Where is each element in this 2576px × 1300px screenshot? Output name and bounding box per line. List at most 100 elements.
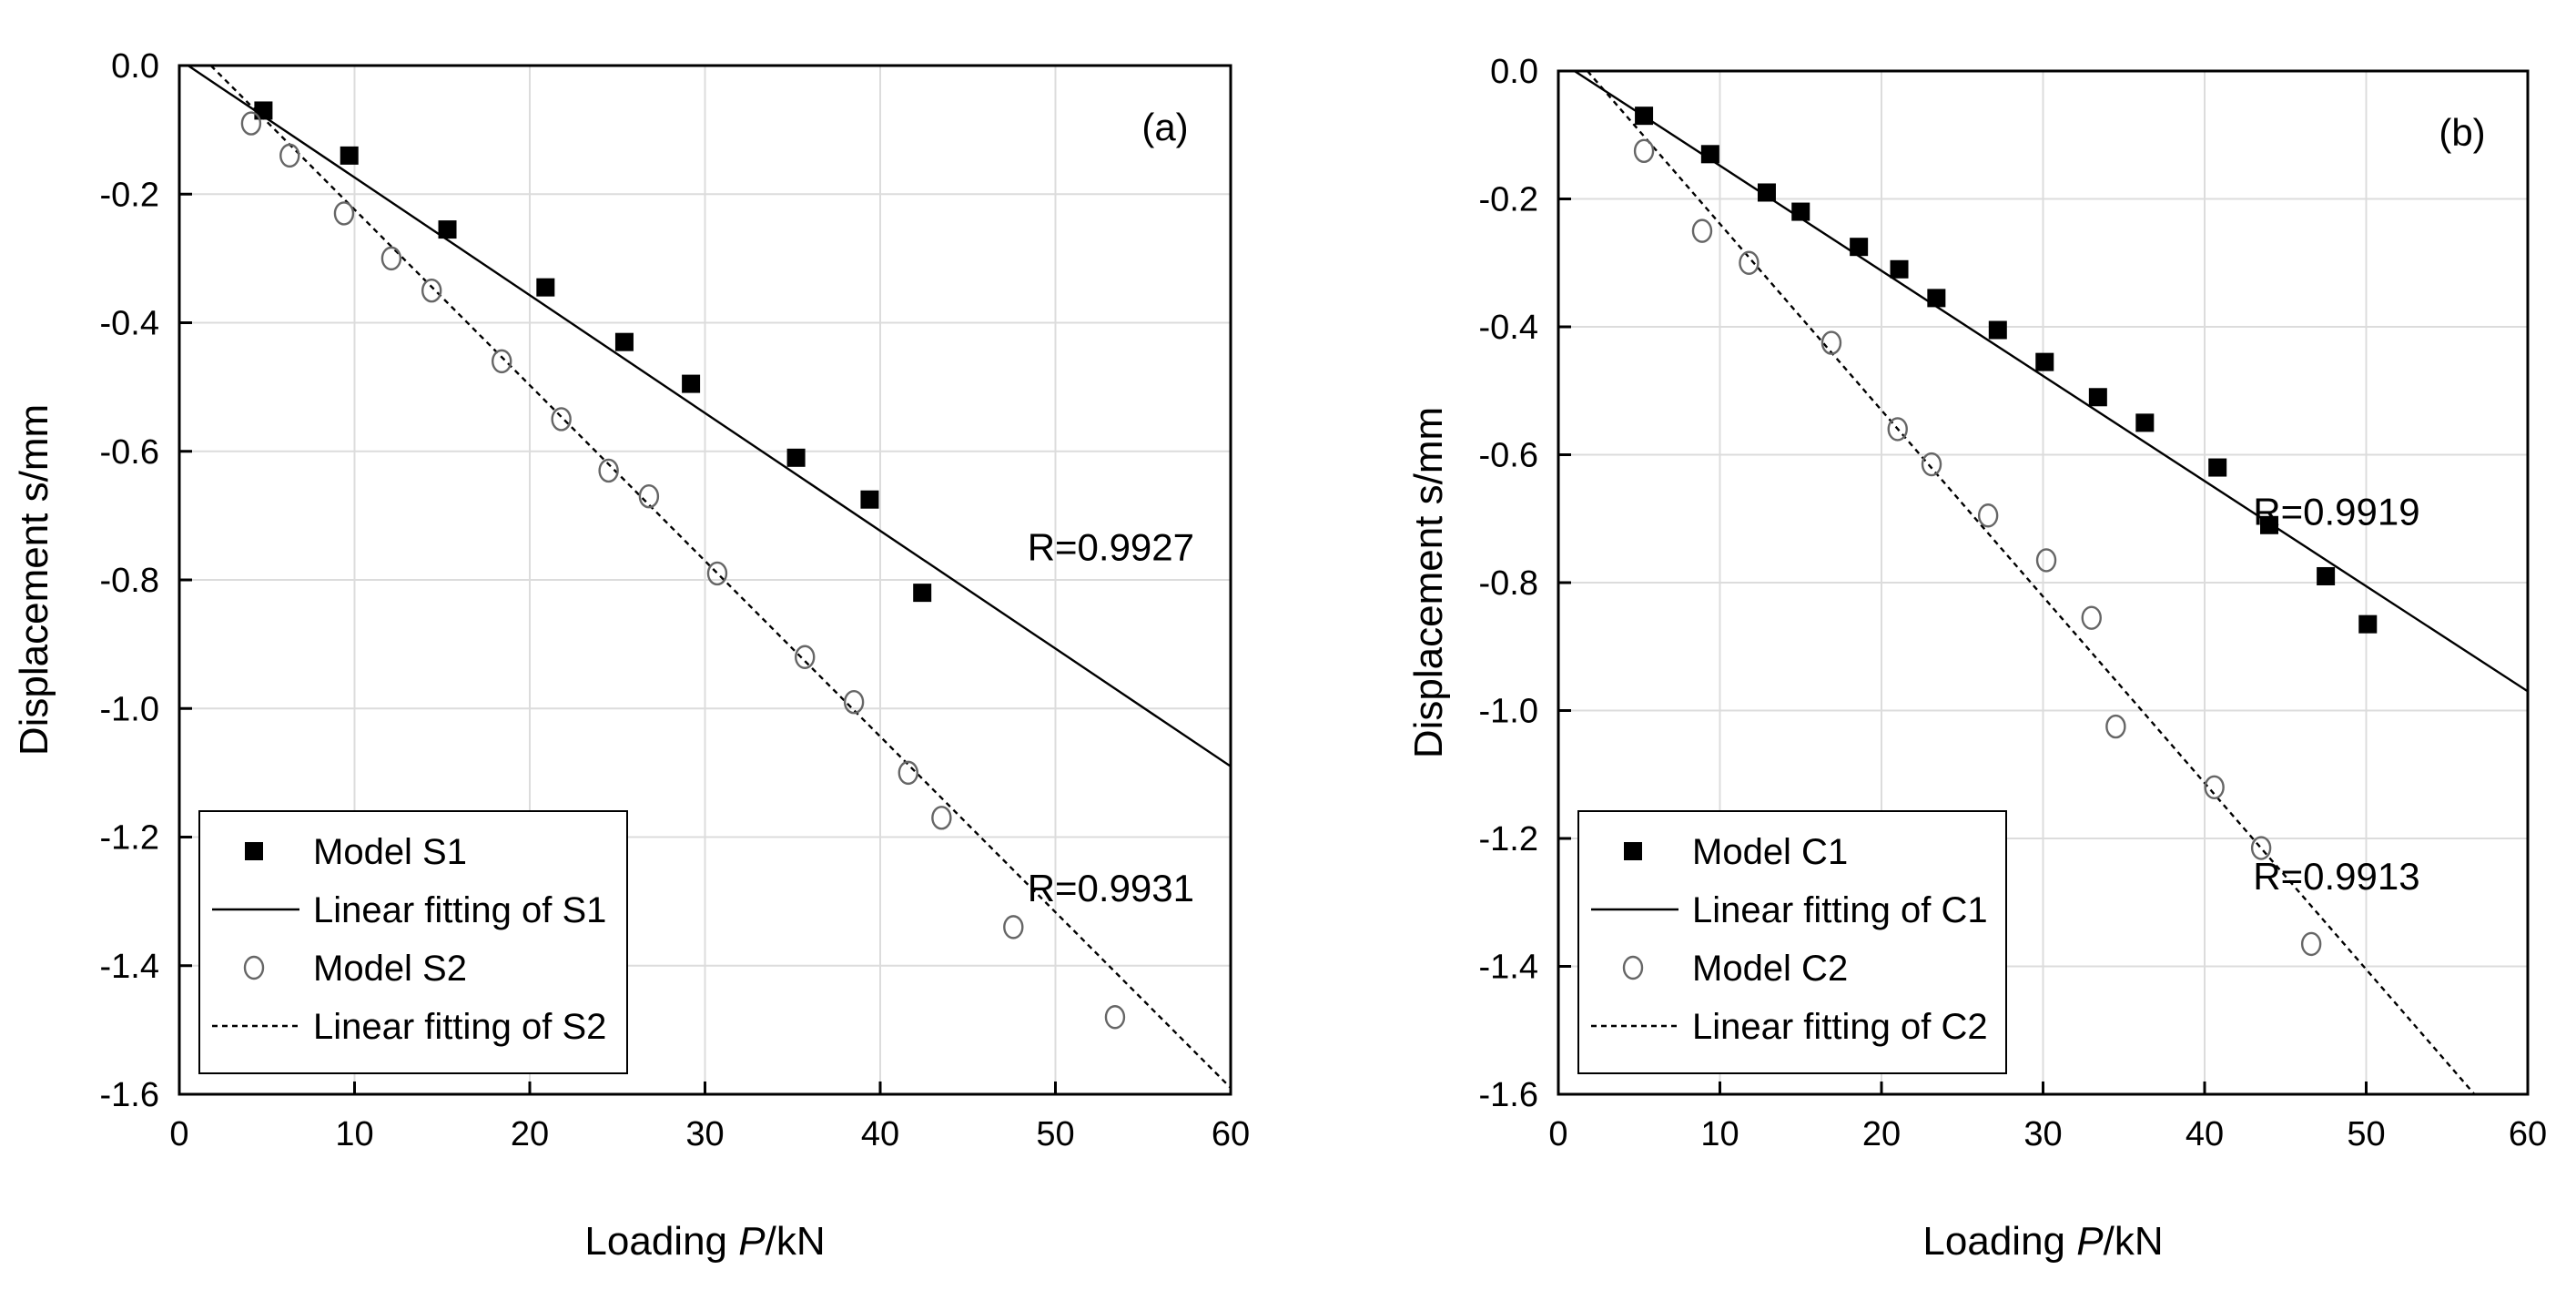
- x-axis-label-unit: /kN: [2104, 1219, 2164, 1264]
- data-point: [2250, 836, 2272, 860]
- legend-square-symbol: [1624, 842, 1642, 860]
- data-point: [1887, 417, 1908, 442]
- data-point: [1921, 452, 1942, 477]
- fit-line-linear-fitting-of-c1: [1574, 71, 2528, 693]
- fit-line-linear-fitting-of-s1: [187, 66, 1231, 767]
- data-point: [786, 448, 806, 467]
- legend: Model S1 Linear fitting of S1 Model S2 Line…: [198, 810, 628, 1074]
- data-point: [2035, 548, 2057, 573]
- series-model-c2: [1633, 138, 2322, 957]
- chart-panel-b: 0 10 20 30 40 50 60 0.0 -0.2 -0.4 -0.6 -0.8 -1.0 -1.2…: [1406, 53, 2547, 1264]
- x-tick-label: 60: [2509, 1115, 2547, 1153]
- data-point: [279, 143, 300, 168]
- data-point: [1700, 145, 1719, 164]
- data-point: [1820, 330, 1842, 355]
- data-point: [913, 584, 932, 603]
- legend-label: Linear fitting of C2: [1692, 1007, 1988, 1047]
- data-layer: [187, 66, 1231, 1089]
- y-axis-label: Displacement s/mm: [1406, 407, 1451, 758]
- legend-label: Model S2: [313, 949, 467, 989]
- data-point: [1791, 202, 1810, 221]
- legend-circle-symbol: [1622, 955, 1644, 980]
- x-axis-label: Loading P/kN: [1922, 1219, 2163, 1264]
- y-tick-label: -1.0: [1479, 693, 1538, 731]
- y-tick-label: -1.6: [1479, 1076, 1538, 1114]
- r-value-annotation: R=0.9931: [1028, 867, 1194, 909]
- y-tick-label: -1.4: [100, 948, 159, 986]
- panel-label: (b): [2439, 111, 2485, 154]
- x-axis-label-unit: /kN: [766, 1219, 826, 1264]
- series-model-c1: [1635, 107, 2378, 634]
- series-model-s1: [254, 101, 932, 603]
- data-point: [254, 101, 273, 120]
- x-tick-label: 40: [861, 1115, 899, 1153]
- data-point: [2208, 458, 2227, 477]
- x-tick-label: 30: [2023, 1115, 2062, 1153]
- fit-line-linear-fitting-of-s2: [209, 66, 1231, 1089]
- data-point: [2035, 352, 2054, 371]
- fit-line-linear-fitting-of-c2: [1587, 71, 2476, 1094]
- legend-label: Linear fitting of S2: [313, 1007, 606, 1047]
- data-point: [1633, 138, 1655, 164]
- data-point: [2105, 714, 2126, 739]
- y-tick-label: -0.8: [100, 562, 159, 600]
- data-point: [2358, 614, 2378, 634]
- chart-panel-a: 0 10 20 30 40 50 60 0.0 -0.2 -0.4 -0.6 -0.8 -1.0 -1.2…: [12, 47, 1250, 1264]
- legend-label: Model S1: [313, 832, 467, 872]
- data-point: [1691, 218, 1713, 243]
- x-tick-label: 50: [2347, 1115, 2385, 1153]
- y-tick-label: -0.6: [1479, 437, 1538, 475]
- y-tick-label: 0.0: [111, 47, 159, 86]
- y-tick-label: -0.4: [1479, 309, 1538, 347]
- data-point: [333, 201, 355, 226]
- y-tick-label: -1.6: [100, 1076, 159, 1114]
- legend-label: Model C1: [1692, 832, 1848, 872]
- data-point: [551, 407, 572, 432]
- y-tick-label: -0.2: [1479, 181, 1538, 219]
- x-axis-label-variable: P: [738, 1219, 766, 1264]
- data-point: [2317, 566, 2336, 585]
- legend-square-symbol: [245, 842, 263, 860]
- data-point: [340, 146, 359, 165]
- legend: Model C1 Linear fitting of C1 Model C2 Line…: [1577, 810, 2007, 1074]
- legend-circle-symbol: [243, 955, 265, 980]
- y-tick-label: -1.0: [100, 690, 159, 728]
- x-tick-label: 0: [169, 1115, 188, 1153]
- panel-label: (a): [1141, 106, 1188, 148]
- legend-label: Linear fitting of S1: [313, 890, 606, 930]
- y-tick-label: -0.6: [100, 433, 159, 472]
- y-tick-label: -1.4: [1479, 949, 1538, 987]
- x-axis-label-variable: P: [2076, 1219, 2104, 1264]
- data-point: [240, 111, 262, 136]
- data-point: [1850, 238, 1869, 257]
- data-point: [898, 760, 918, 786]
- data-point: [843, 689, 865, 715]
- data-point: [492, 349, 512, 374]
- legend-box: [1577, 810, 2007, 1074]
- data-point: [1988, 320, 2007, 340]
- data-point: [795, 645, 816, 669]
- series-model-s2: [240, 111, 1126, 1030]
- x-tick-label: 20: [1862, 1115, 1901, 1153]
- legend-label: Model C2: [1692, 949, 1848, 989]
- data-point: [2135, 413, 2155, 432]
- data-point: [638, 483, 660, 509]
- x-tick-label: 0: [1548, 1115, 1567, 1153]
- r-value-annotation: R=0.9919: [2253, 491, 2419, 533]
- data-layer: [1574, 71, 2528, 1094]
- data-point: [2260, 515, 2278, 534]
- x-tick-label: 30: [685, 1115, 724, 1153]
- data-point: [421, 278, 442, 303]
- r-value-annotation: R=0.9913: [2253, 855, 2419, 898]
- x-tick-label: 60: [1212, 1115, 1250, 1153]
- data-point: [860, 490, 879, 509]
- data-point: [380, 246, 402, 271]
- data-point: [1927, 289, 1946, 308]
- x-tick-label: 10: [1700, 1115, 1739, 1153]
- x-tick-label: 50: [1036, 1115, 1074, 1153]
- data-point: [438, 220, 457, 239]
- data-point: [706, 561, 728, 586]
- x-tick-label: 40: [2186, 1115, 2224, 1153]
- data-point: [1977, 503, 1999, 528]
